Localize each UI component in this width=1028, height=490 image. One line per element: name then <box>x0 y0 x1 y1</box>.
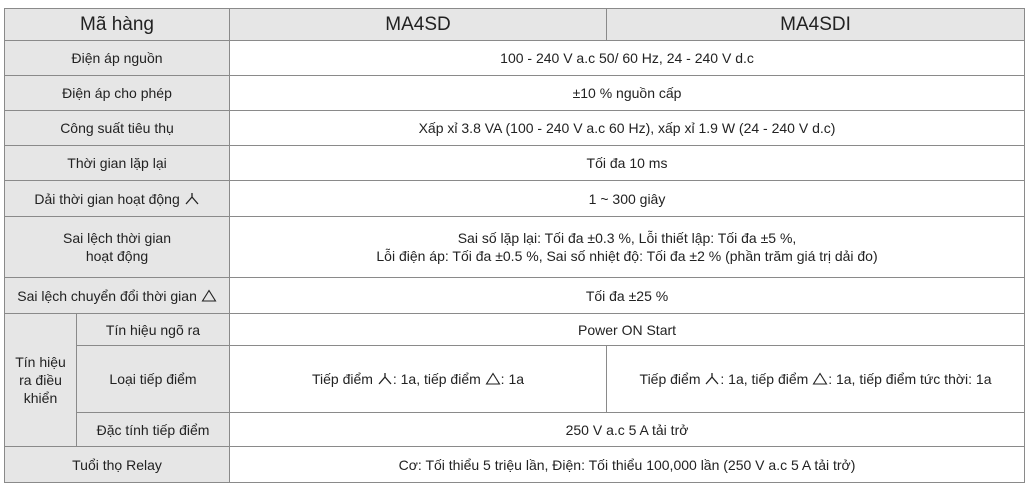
on-delay-contact-icon <box>377 372 393 385</box>
table-row: Thời gian lặp lại Tối đa 10 ms <box>3 145 1026 181</box>
table-row: Dải thời gian hoạt động 1 ~ 300 giây <box>3 180 1026 217</box>
table-row: Điện áp cho phép ±10 % nguồn cấp <box>3 75 1026 111</box>
output-signal-value: Power ON Start <box>229 313 1026 346</box>
time-error-value: Sai số lặp lại: Tối đa ±0.3 %, Lỗi thiết… <box>229 216 1026 278</box>
control-output-group-label: Tín hiệu ra điều khiển <box>4 313 77 447</box>
contact-rating-value: 250 V a.c 5 A tải trở <box>229 412 1026 447</box>
header-model-ma4sd: MA4SD <box>229 8 608 41</box>
table-row: Sai lệch chuyển đổi thời gian Tối đa ±25… <box>3 277 1026 314</box>
transfer-contact-icon <box>485 372 501 385</box>
contact-type-ma4sd-value: Tiếp điểm : 1a, tiếp điểm : 1a <box>229 345 608 413</box>
operating-range-label: Dải thời gian hoạt động <box>3 180 231 217</box>
operating-range-value: 1 ~ 300 giây <box>229 180 1026 217</box>
time-error-label-line2: hoạt động <box>85 248 149 264</box>
relay-life-label: Tuổi thọ Relay <box>3 446 231 483</box>
on-delay-contact-icon <box>704 372 720 385</box>
transfer-contact-icon <box>812 372 828 385</box>
reset-time-value: Tối đa 10 ms <box>229 145 1026 181</box>
power-supply-value: 100 - 240 V a.c 50/ 60 Hz, 24 - 240 V d.… <box>229 40 1026 76</box>
reset-time-label: Thời gian lặp lại <box>3 145 231 181</box>
header-model-label: Mã hàng <box>3 8 231 41</box>
contact-type-ma4sdi-part1: Tiếp điểm <box>639 371 701 387</box>
table-row: Điện áp nguồn 100 - 240 V a.c 50/ 60 Hz,… <box>3 40 1026 76</box>
allowable-voltage-label: Điện áp cho phép <box>3 75 231 111</box>
table-row: Công suất tiêu thụ Xấp xỉ 3.8 VA (100 - … <box>3 110 1026 146</box>
table-row: Tuổi thọ Relay Cơ: Tối thiểu 5 triệu lần… <box>3 446 1026 483</box>
on-delay-symbol-icon <box>184 192 200 205</box>
control-output-group-line1: Tín hiệu <box>15 354 66 370</box>
control-output-group-line3: khiển <box>23 390 58 406</box>
spec-table: Mã hàng MA4SD MA4SDI Điện áp nguồn 100 -… <box>3 8 1026 483</box>
power-consumption-value: Xấp xỉ 3.8 VA (100 - 240 V a.c 60 Hz), x… <box>229 110 1026 146</box>
transfer-error-value: Tối đa ±25 % <box>229 277 1026 314</box>
contact-type-ma4sd-part1: Tiếp điểm <box>312 371 373 387</box>
time-error-value-line1: Sai số lặp lại: Tối đa ±0.3 %, Lỗi thiết… <box>457 230 797 246</box>
contact-type-ma4sdi-part2: : 1a, tiếp điểm <box>720 371 809 387</box>
contact-type-ma4sd-part2: : 1a, tiếp điểm <box>392 371 481 387</box>
transfer-error-label: Sai lệch chuyển đổi thời gian <box>3 277 231 314</box>
contact-rating-label: Đặc tính tiếp điểm <box>75 412 231 447</box>
time-error-label: Sai lệch thời gian hoạt động <box>3 216 231 278</box>
time-error-label-line1: Sai lệch thời gian <box>62 230 172 246</box>
header-model-ma4sdi: MA4SDI <box>606 8 1026 41</box>
table-row: Tín hiệu ra điều khiển Tín hiệu ngõ ra P… <box>4 313 1026 447</box>
operating-range-label-text: Dải thời gian hoạt động <box>34 190 180 207</box>
transfer-time-symbol-icon <box>201 288 217 302</box>
time-error-value-line2: Lỗi điện áp: Tối đa ±0.5 %, Sai số nhiệt… <box>376 248 878 264</box>
transfer-error-label-text: Sai lệch chuyển đổi thời gian <box>17 287 197 304</box>
allowable-voltage-value: ±10 % nguồn cấp <box>229 75 1026 111</box>
control-output-group-line2: ra điều <box>19 372 62 388</box>
contact-type-ma4sd-part3: : 1a <box>500 371 525 387</box>
output-signal-label: Tín hiệu ngõ ra <box>75 313 231 346</box>
table-row: Sai lệch thời gian hoạt động Sai số lặp … <box>3 216 1026 278</box>
relay-life-value: Cơ: Tối thiểu 5 triệu lần, Điện: Tối thi… <box>229 446 1026 483</box>
header-row: Mã hàng MA4SD MA4SDI <box>3 8 1026 41</box>
contact-type-ma4sdi-part3: : 1a, tiếp điểm tức thời: 1a <box>828 371 992 387</box>
table-row: Đặc tính tiếp điểm 250 V a.c 5 A tải trở <box>5 412 1026 447</box>
contact-type-ma4sdi-value: Tiếp điểm : 1a, tiếp điểm : 1a, tiếp điể… <box>606 345 1026 413</box>
power-consumption-label: Công suất tiêu thụ <box>3 110 231 146</box>
table-row: Loại tiếp điểm Tiếp điểm : 1a, tiếp điểm… <box>5 345 1026 413</box>
power-supply-label: Điện áp nguồn <box>3 40 231 76</box>
contact-type-label: Loại tiếp điểm <box>75 345 231 413</box>
